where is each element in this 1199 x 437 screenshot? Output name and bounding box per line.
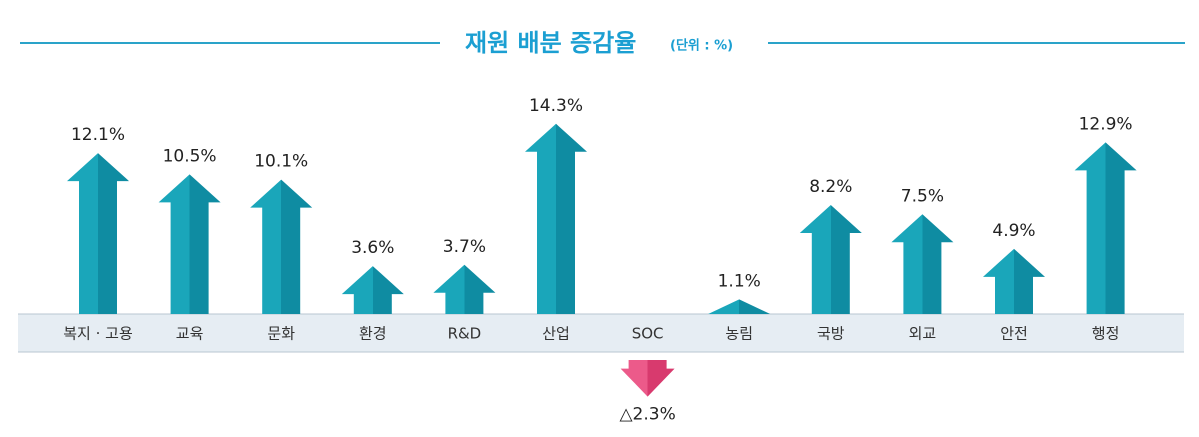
category-label: 산업 bbox=[542, 325, 570, 343]
value-label: 8.2% bbox=[809, 177, 852, 197]
arrow-bar bbox=[891, 214, 954, 314]
arrow-bar bbox=[250, 179, 313, 314]
category-label: 문화 bbox=[267, 325, 295, 343]
category-label: 복지 · 고용 bbox=[63, 325, 133, 343]
category-label: SOC bbox=[632, 325, 664, 343]
category-label: 안전 bbox=[1000, 325, 1028, 343]
value-label: 10.1% bbox=[254, 152, 308, 172]
arrow-bar bbox=[799, 204, 862, 314]
category-label: 농림 bbox=[725, 325, 753, 343]
arrow-bar bbox=[158, 174, 221, 314]
arrow-bar bbox=[983, 248, 1045, 314]
category-label: 국방 bbox=[817, 325, 845, 343]
value-label: 1.1% bbox=[718, 271, 761, 291]
arrow-bar bbox=[433, 264, 496, 314]
value-label: 3.6% bbox=[351, 238, 394, 258]
value-label: 10.5% bbox=[163, 146, 217, 166]
chart-title: 재원 배분 증감율 bbox=[465, 29, 636, 57]
value-label: 7.5% bbox=[901, 186, 944, 206]
value-label: 12.1% bbox=[71, 125, 125, 145]
value-label: 14.3% bbox=[529, 96, 583, 116]
arrow-bar bbox=[525, 123, 587, 314]
category-label: 환경 bbox=[359, 325, 387, 343]
arrow-bar bbox=[620, 360, 675, 397]
value-label: 3.7% bbox=[443, 237, 486, 257]
chart-subtitle: (단위 : %) bbox=[670, 38, 733, 54]
value-label: 12.9% bbox=[1079, 114, 1133, 134]
arrow-bar bbox=[1074, 142, 1137, 314]
category-label: 행정 bbox=[1092, 325, 1120, 343]
category-label: R&D bbox=[448, 325, 482, 343]
category-band bbox=[18, 314, 1184, 352]
arrow-bar bbox=[67, 153, 129, 314]
value-label: △2.3% bbox=[619, 405, 675, 425]
category-label: 외교 bbox=[909, 325, 937, 343]
arrow-bar bbox=[708, 299, 771, 314]
arrow-bar bbox=[341, 266, 404, 314]
value-label: 4.9% bbox=[992, 221, 1035, 241]
category-label: 교육 bbox=[176, 325, 204, 343]
